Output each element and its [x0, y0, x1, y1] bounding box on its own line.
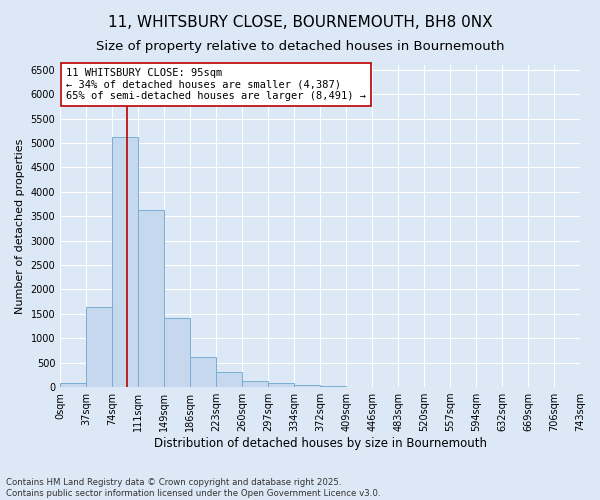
Bar [320, 386, 346, 387]
Bar [216, 372, 242, 387]
Bar [112, 137, 138, 387]
Bar [242, 380, 268, 387]
Bar [86, 306, 112, 387]
X-axis label: Distribution of detached houses by size in Bournemouth: Distribution of detached houses by size … [154, 437, 487, 450]
Bar [164, 318, 190, 387]
Bar [190, 357, 216, 387]
Bar [268, 384, 294, 387]
Text: 11 WHITSBURY CLOSE: 95sqm
← 34% of detached houses are smaller (4,387)
65% of se: 11 WHITSBURY CLOSE: 95sqm ← 34% of detac… [66, 68, 366, 101]
Text: 11, WHITSBURY CLOSE, BOURNEMOUTH, BH8 0NX: 11, WHITSBURY CLOSE, BOURNEMOUTH, BH8 0N… [107, 15, 493, 30]
Bar [294, 385, 320, 387]
Text: Contains HM Land Registry data © Crown copyright and database right 2025.
Contai: Contains HM Land Registry data © Crown c… [6, 478, 380, 498]
Text: Size of property relative to detached houses in Bournemouth: Size of property relative to detached ho… [96, 40, 504, 53]
Bar [138, 210, 164, 387]
Y-axis label: Number of detached properties: Number of detached properties [15, 138, 25, 314]
Bar [60, 384, 86, 387]
